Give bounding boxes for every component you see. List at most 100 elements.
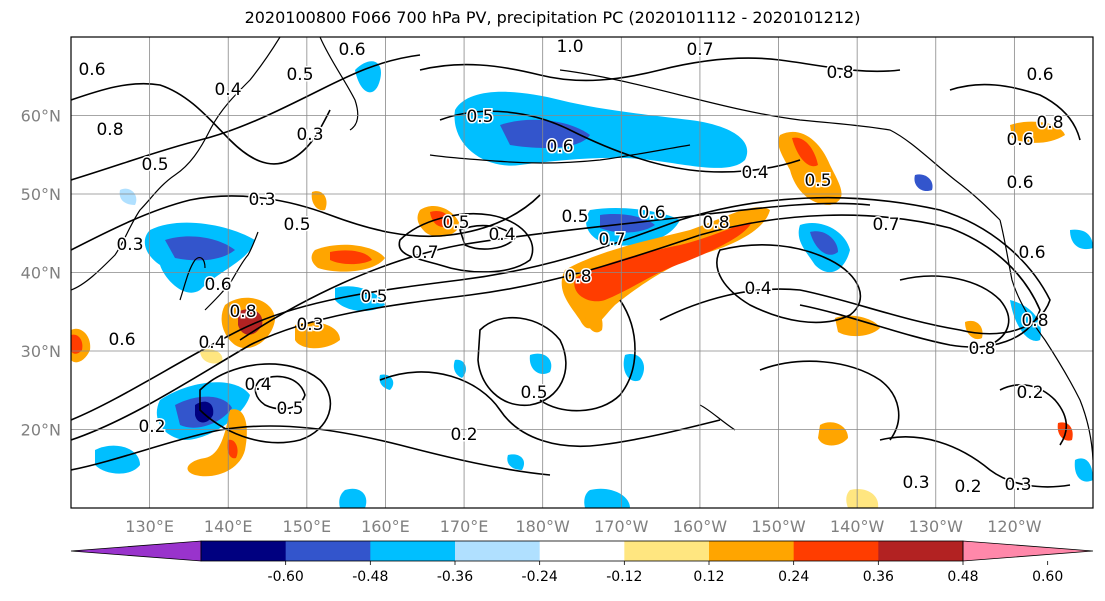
pv-contour: [71, 425, 551, 476]
pv-contour-label: 0.5: [360, 287, 387, 307]
pv-contour: [539, 299, 636, 412]
pc-blob-neg: [453, 359, 466, 378]
pc-blob-neg: [1070, 229, 1093, 250]
pv-contour-label: 0.8: [968, 339, 995, 359]
lat-tick-label: 20°N: [21, 421, 61, 440]
colorbar-tick-label: 0.48: [947, 569, 978, 585]
lon-tick-label: 130°W: [909, 517, 964, 536]
pc-blob-neg: [1074, 458, 1093, 482]
pv-contour-label: 0.4: [741, 163, 768, 183]
coastline-kamchatka: [319, 37, 359, 131]
pv-contour-labels: 0.60.50.40.80.50.61.0 0.70.80.50.60.4 0.50…: [77, 36, 1065, 499]
pv-contour-label: 0.4: [214, 80, 241, 100]
colorbar-extend-low: [70, 540, 202, 562]
pv-contour: [71, 196, 1051, 421]
colorbar-tick-label: -0.24: [522, 569, 558, 585]
colorbar-tick-label: -0.12: [606, 569, 642, 585]
colorbar-tick-label: 0.24: [778, 569, 809, 585]
pv-contour-label: 0.4: [244, 375, 271, 395]
pc-blob-pos: [311, 191, 327, 211]
pv-contour: [949, 83, 1081, 141]
lat-tick-label: 50°N: [21, 185, 61, 204]
pv-contour-label: 0.6: [1018, 243, 1045, 263]
pv-contour: [419, 57, 901, 82]
pc-blob-pos: [846, 488, 879, 508]
pc-blob-pos: [778, 131, 842, 205]
pv-contour: [254, 375, 306, 410]
coastline-alaska: [559, 69, 1001, 221]
pv-contour-label: 0.3: [1004, 475, 1031, 495]
pc-blob-neg: [1010, 300, 1041, 341]
pv-contour: [439, 110, 801, 173]
pv-contour-label: 0.7: [411, 243, 438, 263]
colorbar-swatch: [624, 541, 710, 561]
pv-contour-label: 1.0: [556, 37, 583, 57]
colorbar-tick-label: -0.48: [352, 569, 388, 585]
pv-contour: [398, 212, 534, 273]
pv-contour-label: 0.4: [198, 333, 225, 353]
pc-blob-neg: [165, 236, 235, 261]
pc-blob-neg: [119, 188, 137, 205]
colorbar-swatch: [709, 541, 795, 561]
pv-contour-label: 0.4: [488, 225, 515, 245]
coastline-north-america: [999, 219, 1093, 461]
pv-contour: [999, 384, 1068, 446]
pv-contour-label: 0.4: [744, 279, 771, 299]
colorbar-swatch: [455, 541, 541, 561]
lon-tick-label: 140°E: [204, 517, 253, 536]
pv-contour-label: 0.8: [229, 302, 256, 322]
colorbar-swatch: [539, 541, 625, 561]
pv-contour-label: 0.7: [872, 215, 899, 235]
pv-contour-label: 0.2: [450, 425, 477, 445]
pv-contour-label: 0.3: [296, 125, 323, 145]
pv-contour-label: 0.5: [442, 213, 469, 233]
pv-contour-label: 0.2: [1016, 383, 1043, 403]
colorbar-swatch: [285, 541, 371, 561]
pc-blob-pos: [818, 422, 848, 446]
pv-contour: [459, 224, 517, 250]
pv-contour: [199, 363, 332, 444]
map-gridlines: [71, 37, 1093, 508]
pv-contour-label: 0.8: [702, 213, 729, 233]
map-frame: [70, 36, 1094, 509]
pv-contour-label: 0.6: [1006, 130, 1033, 150]
pv-contour: [71, 194, 541, 251]
lon-tick-label: 130°E: [125, 517, 174, 536]
pc-blob-pos: [227, 439, 238, 459]
pv-contour-label: 0.2: [138, 417, 165, 437]
colorbar-tick-label: 0.60: [1032, 569, 1063, 585]
lon-tick-label: 150°E: [283, 517, 332, 536]
colorbar-tick-label: 0.36: [863, 569, 894, 585]
pc-blob-neg: [914, 174, 933, 192]
lon-tick-label: 160°E: [361, 517, 410, 536]
pc-blob-pos: [187, 409, 247, 477]
pv-contour-label: 0.8: [96, 120, 123, 140]
colorbar-frame: [200, 540, 964, 562]
pv-contour-label: 0.5: [286, 65, 313, 85]
pv-contour: [71, 82, 331, 165]
pv-contour-label: 0.7: [686, 40, 713, 60]
lon-tick-label: 170°E: [440, 517, 489, 536]
pv-contour-label: 0.5: [561, 207, 588, 227]
lon-tick-label: 160°W: [673, 517, 728, 536]
pc-blob-pos: [330, 250, 372, 265]
pc-blob-neg: [500, 119, 590, 148]
pv-contour-label: 0.5: [141, 155, 168, 175]
pc-blob-neg: [454, 91, 748, 168]
pv-contour-label: 0.8: [564, 267, 591, 287]
latitude-labels: 60°N 50°N 40°N 30°N 20°N: [21, 107, 61, 440]
colorbar-swatch: [370, 541, 456, 561]
pc-blob-neg: [339, 488, 367, 508]
pv-contour: [716, 244, 862, 324]
coastline-korea: [179, 257, 206, 301]
map-title: 2020100800 F066 700 hPa PV, precipitatio…: [244, 8, 861, 27]
pc-blob-pos: [295, 322, 340, 349]
pv-contour: [879, 436, 1071, 488]
pv-contour-label: 0.5: [520, 383, 547, 403]
pv-contour-label: 0.5: [466, 107, 493, 127]
lon-tick-label: 170°W: [594, 517, 649, 536]
colorbar-extend-high: [962, 540, 1094, 562]
lat-tick-label: 60°N: [21, 107, 61, 126]
pv-contour-label: 0.8: [826, 63, 853, 83]
